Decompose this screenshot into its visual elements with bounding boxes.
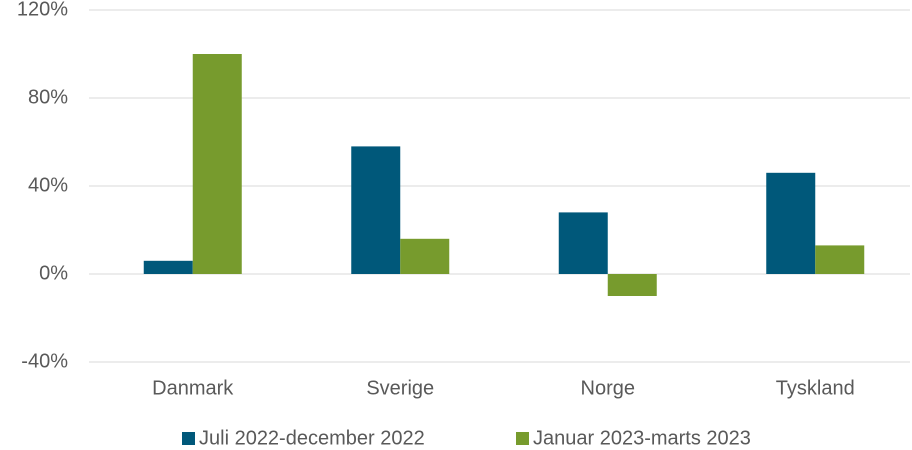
bar bbox=[558, 212, 608, 274]
x-tick-label: Norge bbox=[581, 377, 635, 399]
y-tick-label: 40% bbox=[28, 174, 68, 196]
y-tick-label: 120% bbox=[17, 0, 68, 20]
x-tick-label: Sverige bbox=[366, 377, 434, 399]
y-tick-label: 0% bbox=[39, 262, 68, 284]
y-tick-label: 80% bbox=[28, 86, 68, 108]
legend-label: Januar 2023-marts 2023 bbox=[533, 427, 751, 449]
legend-swatch bbox=[182, 432, 195, 445]
x-tick-label: Tyskland bbox=[776, 377, 855, 399]
legend-swatch bbox=[516, 432, 529, 445]
bar bbox=[192, 54, 242, 274]
bar bbox=[607, 274, 657, 296]
bar bbox=[815, 245, 865, 274]
bar bbox=[143, 260, 193, 274]
bar bbox=[766, 172, 816, 274]
legend-label: Juli 2022-december 2022 bbox=[199, 427, 425, 449]
bar bbox=[351, 146, 401, 274]
bar bbox=[400, 238, 450, 274]
y-tick-label: -40% bbox=[21, 350, 68, 372]
x-tick-label: Danmark bbox=[152, 377, 234, 399]
